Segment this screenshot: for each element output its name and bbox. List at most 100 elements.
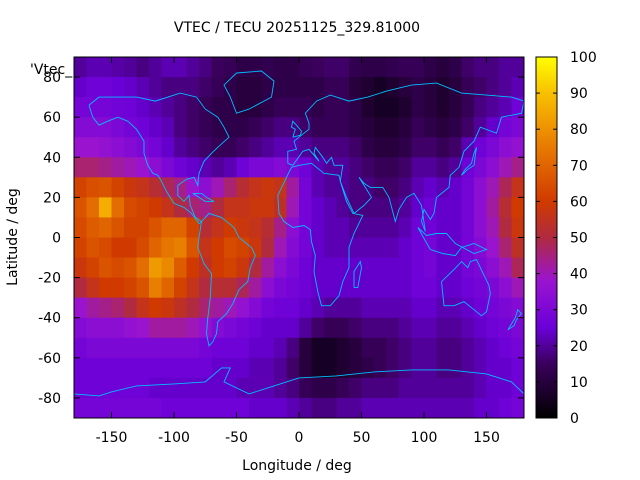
heatmap-cell [149,277,163,299]
colorbar-tick-label: 10 [570,375,588,391]
heatmap-cell [299,397,313,418]
heatmap-cell [286,57,300,78]
heatmap-cell [411,297,425,319]
heatmap-cell [249,57,263,78]
heatmap-cell [299,337,313,359]
heatmap-cell [161,237,175,259]
heatmap-cell [261,97,275,118]
x-axis-label: Longitude / deg [242,458,352,474]
heatmap-cell [111,297,125,319]
heatmap-cell [224,117,238,138]
heatmap-cell [499,357,513,379]
heatmap-cell [249,77,263,98]
heatmap-cell [424,377,438,399]
heatmap-cell [324,197,338,219]
heatmap-cell [211,117,225,138]
heatmap-cell [386,137,400,158]
x-axis: -150 -100 -50 0 50 100 150 [96,57,500,446]
heatmap-cell [99,77,113,98]
heatmap-cell [86,257,100,279]
heatmap-cell [149,217,163,239]
heatmap-cell [249,257,263,279]
y-tick-label: -60 [38,351,61,367]
heatmap-cell [249,377,263,399]
heatmap-cell [149,137,163,158]
heatmap-cell [424,77,438,98]
heatmap-cell [111,317,125,339]
heatmap-cell [236,257,250,279]
heatmap-cell [449,297,463,319]
heatmap-cell [286,317,300,339]
heatmap-cell [99,317,113,339]
heatmap-cell [136,237,150,259]
heatmap-cell [511,197,524,219]
heatmap-cell [249,237,263,259]
heatmap-cell [111,97,125,118]
heatmap-cell [74,357,88,379]
heatmap-cell [224,317,238,339]
heatmap-cell [361,57,375,78]
heatmap-cell [99,157,113,178]
heatmap-cell [136,57,150,78]
heatmap-cell [286,97,300,118]
heatmap-cell [336,77,350,98]
y-axis-label: Latitude / deg [5,188,21,286]
heatmap-cell [161,117,175,138]
heatmap-cell [274,297,288,319]
colorbar-tick-label: 40 [570,267,588,283]
heatmap-cell [374,217,388,239]
heatmap-cell [399,217,413,239]
heatmap-cell [411,317,425,339]
heatmap-cell [149,57,163,78]
heatmap-cell [211,177,225,198]
heatmap-cell [186,177,200,198]
heatmap-cell [386,177,400,198]
heatmap-cell [499,77,513,98]
heatmap-cell [349,377,363,399]
heatmap-cell [486,197,500,219]
heatmap-cell [499,297,513,319]
heatmap-cell [74,337,88,359]
heatmap-cell [224,257,238,279]
heatmap-cell [486,137,500,158]
heatmap-cell [124,297,138,319]
heatmap-cell [274,77,288,98]
heatmap-cell [336,337,350,359]
heatmap-cell [399,257,413,279]
heatmap-cell [111,377,125,399]
heatmap-cell [99,117,113,138]
heatmap-cell [274,137,288,158]
heatmap-cell [374,117,388,138]
heatmap-cell [99,397,113,418]
heatmap-cell [349,117,363,138]
heatmap-cell [511,317,524,339]
heatmap-cell [199,397,213,418]
heatmap-cell [474,197,488,219]
heatmap-cell [174,57,188,78]
colorbar-tick-label: 100 [570,50,597,66]
heatmap-cell [86,297,100,319]
heatmap-cell [399,77,413,98]
heatmap-cell [361,77,375,98]
heatmap-cell [199,137,213,158]
heatmap-cell [161,337,175,359]
heatmap-cell [74,377,88,399]
y-tick-label: 0 [52,231,61,247]
heatmap-cell [99,257,113,279]
africa-coast [277,162,364,307]
heatmap-cell [311,117,325,138]
heatmap-cell [186,377,200,399]
heatmap-cell [411,77,425,98]
heatmap-cell [311,177,325,198]
colorbar-tick-label: 80 [570,122,588,138]
x-tick-label: 50 [353,430,371,446]
heatmap-cell [149,77,163,98]
heatmap-cell [286,397,300,418]
heatmap-cell [86,157,100,178]
heatmap-cell [336,237,350,259]
heatmap-cell [199,197,213,219]
heatmap-cell [161,277,175,299]
coastlines-overlay [74,70,524,397]
heatmap-cell [499,217,513,239]
heatmap-cell [174,117,188,138]
